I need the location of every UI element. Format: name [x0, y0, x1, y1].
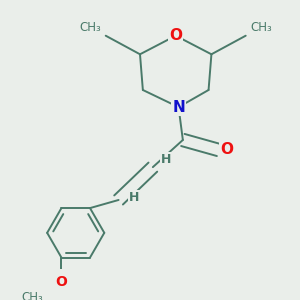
Text: CH₃: CH₃: [250, 21, 272, 34]
Text: H: H: [160, 154, 171, 166]
Text: CH₃: CH₃: [21, 291, 43, 300]
Text: O: O: [220, 142, 233, 158]
Text: CH₃: CH₃: [80, 21, 101, 34]
Text: O: O: [169, 28, 182, 43]
Text: N: N: [172, 100, 185, 115]
Text: O: O: [56, 275, 68, 289]
Text: H: H: [129, 191, 140, 204]
